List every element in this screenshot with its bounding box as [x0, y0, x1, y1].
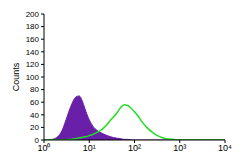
svg-text:160: 160 — [26, 35, 40, 44]
svg-text:40: 40 — [30, 111, 39, 120]
svg-text:10²: 10² — [128, 143, 141, 153]
svg-text:100: 100 — [26, 73, 40, 82]
svg-text:140: 140 — [26, 48, 40, 57]
svg-text:200: 200 — [26, 10, 40, 19]
svg-text:80: 80 — [30, 85, 39, 94]
svg-text:120: 120 — [26, 60, 40, 69]
svg-text:60: 60 — [30, 98, 39, 107]
svg-text:10³: 10³ — [173, 143, 186, 153]
svg-text:10⁴: 10⁴ — [218, 143, 232, 153]
svg-text:20: 20 — [30, 123, 39, 132]
svg-text:0: 0 — [35, 136, 40, 145]
svg-text:10⁰: 10⁰ — [37, 143, 50, 153]
svg-text:180: 180 — [26, 22, 40, 31]
svg-text:10¹: 10¹ — [83, 143, 96, 153]
svg-text:Counts: Counts — [11, 62, 21, 91]
